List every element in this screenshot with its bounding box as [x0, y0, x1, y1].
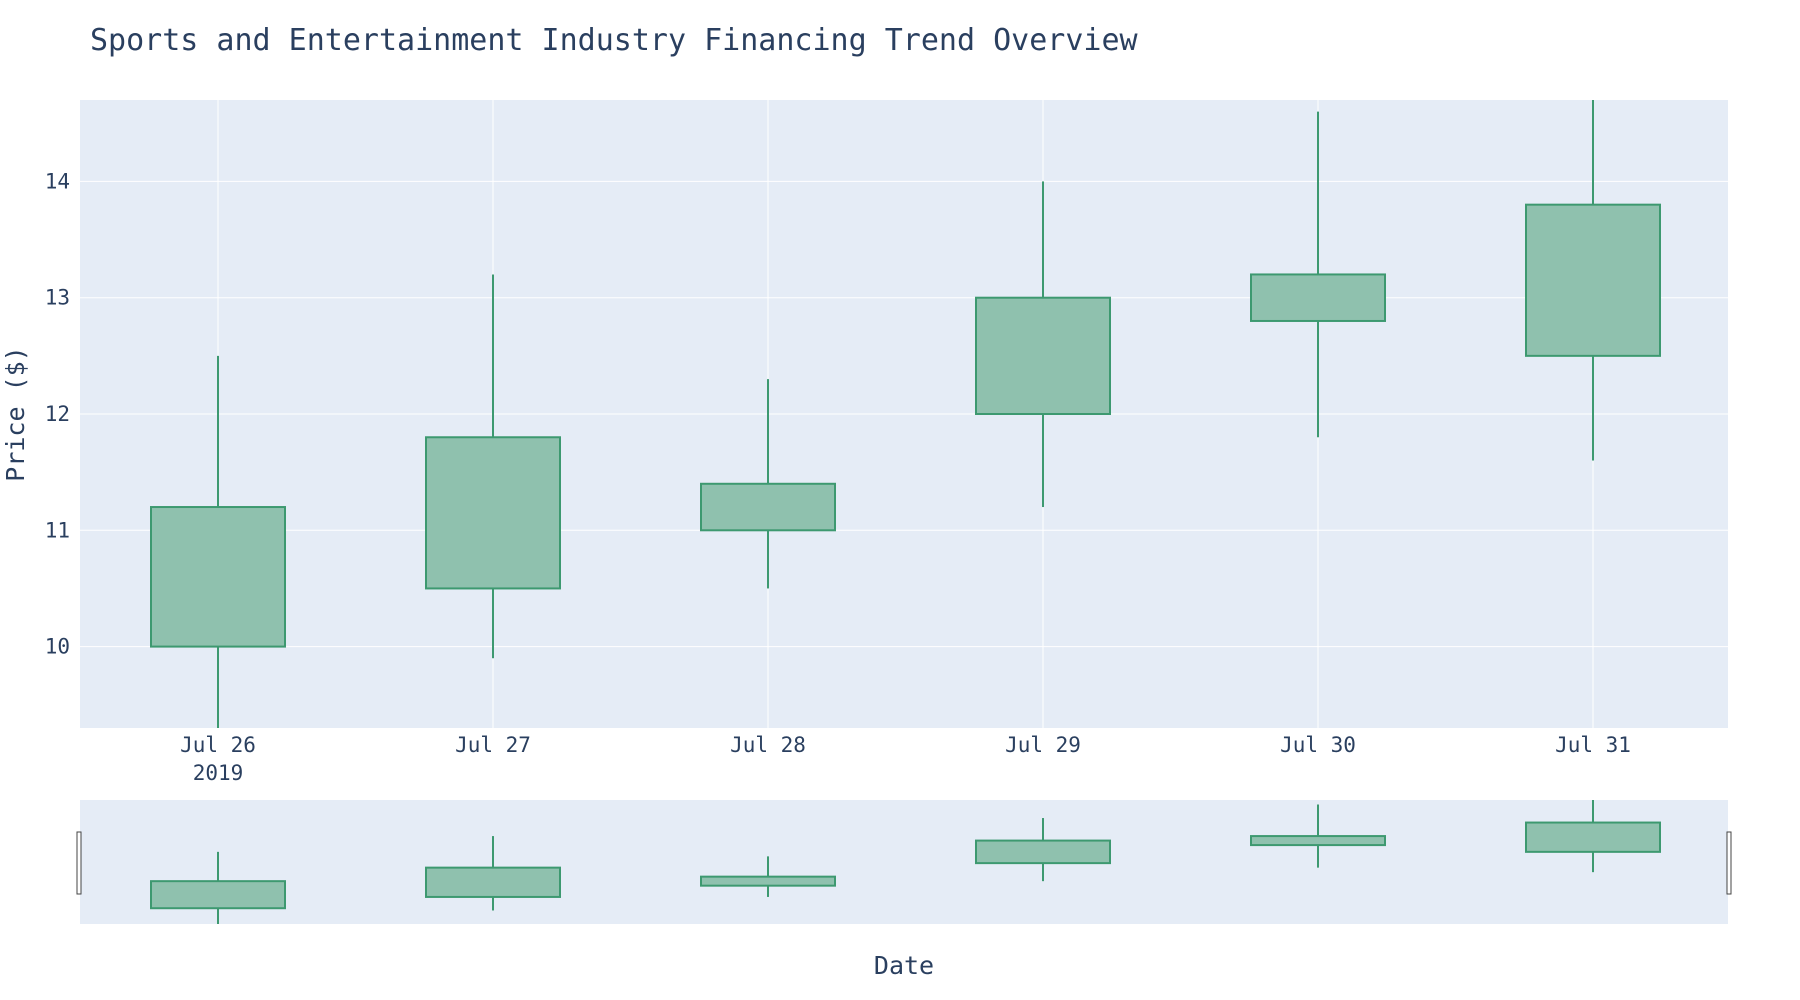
- candle-body[interactable]: [1250, 273, 1386, 322]
- range-slider-area[interactable]: [80, 800, 1728, 924]
- slider-candle-body[interactable]: [975, 839, 1111, 865]
- slider-candle-body[interactable]: [150, 880, 286, 910]
- x-axis-ticks: Jul 26 Jul 27 Jul 28 Jul 29 Jul 30 Jul 31 2019: [180, 733, 1631, 785]
- y-tick-label: 11: [45, 518, 70, 542]
- range-slider-candles: [150, 800, 1661, 924]
- y-tick-label: 10: [45, 635, 70, 659]
- slider-candle-body[interactable]: [1525, 821, 1661, 853]
- y-tick-label: 12: [45, 402, 70, 426]
- candle-body[interactable]: [700, 482, 836, 532]
- range-slider-left-handle[interactable]: [76, 831, 82, 895]
- x-tick-label: Jul 26: [180, 733, 256, 757]
- x-tick-label: Jul 31: [1555, 733, 1631, 757]
- range-slider-right-handle[interactable]: [1726, 831, 1732, 895]
- chart-title: Sports and Entertainment Industry Financ…: [90, 23, 1139, 58]
- candle-body[interactable]: [150, 506, 286, 648]
- x-year-label: 2019: [193, 761, 244, 785]
- x-tick-label: Jul 29: [1005, 733, 1081, 757]
- x-tick-label: Jul 28: [730, 733, 806, 757]
- x-tick-label: Jul 30: [1280, 733, 1356, 757]
- y-axis-title: Price ($): [1, 346, 30, 481]
- slider-candle-body[interactable]: [425, 866, 561, 898]
- x-axis-title: Date: [874, 951, 934, 980]
- main-candles[interactable]: [150, 100, 1661, 728]
- candle-body[interactable]: [425, 436, 561, 590]
- x-tick-label: Jul 27: [455, 733, 531, 757]
- y-axis-ticks: 10 11 12 13 14: [45, 169, 70, 658]
- slider-candle-body[interactable]: [1250, 835, 1386, 847]
- y-tick-label: 13: [45, 286, 70, 310]
- candle-body[interactable]: [975, 296, 1111, 415]
- slider-candle-body[interactable]: [700, 875, 836, 887]
- candle-body[interactable]: [1525, 203, 1661, 357]
- y-tick-label: 14: [45, 169, 70, 193]
